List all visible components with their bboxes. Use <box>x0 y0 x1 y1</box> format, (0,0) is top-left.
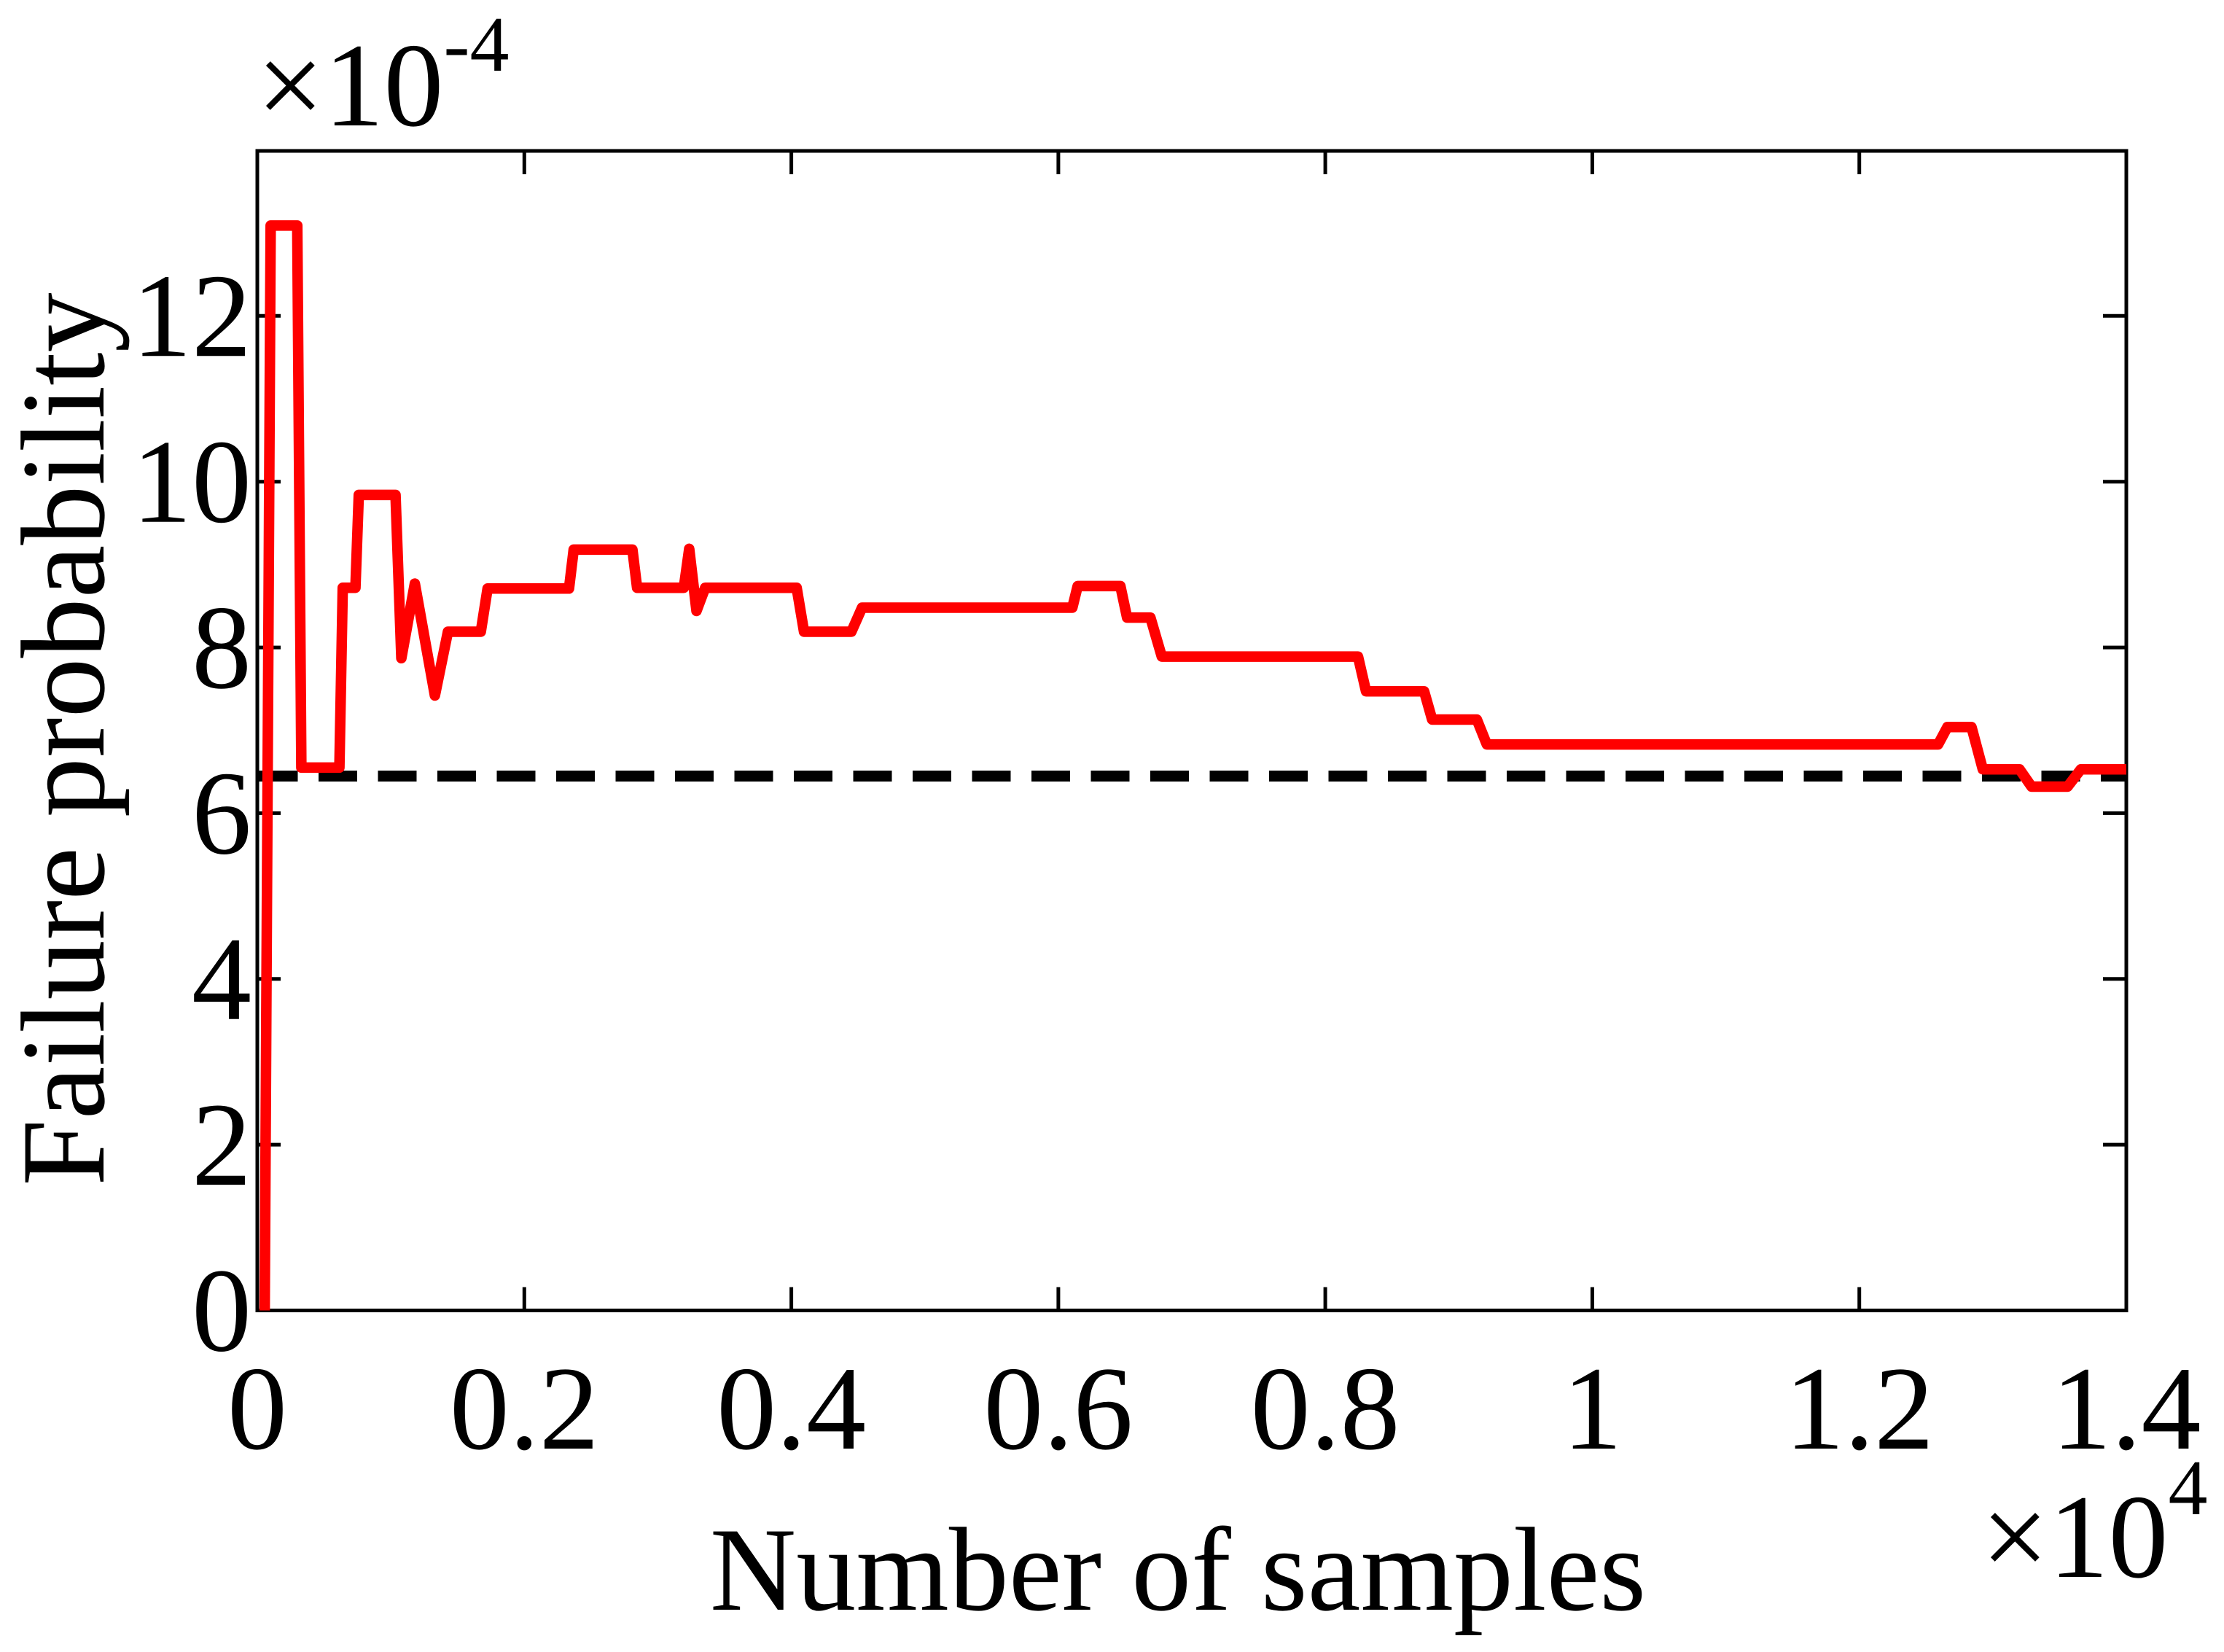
svg-text:0.4: 0.4 <box>717 1343 866 1475</box>
svg-text:Number of samples: Number of samples <box>710 1504 1646 1636</box>
svg-text:0.6: 0.6 <box>983 1343 1133 1475</box>
svg-text:10: 10 <box>132 416 251 548</box>
svg-text:2: 2 <box>192 1079 251 1211</box>
svg-text:1.4: 1.4 <box>2052 1343 2201 1475</box>
svg-text:0: 0 <box>227 1343 287 1475</box>
svg-text:0.2: 0.2 <box>450 1343 599 1475</box>
svg-text:Failure probability: Failure probability <box>0 292 130 1185</box>
svg-text:4: 4 <box>192 913 251 1045</box>
svg-text:8: 8 <box>192 582 251 714</box>
svg-text:6: 6 <box>192 747 251 879</box>
svg-text:0.8: 0.8 <box>1251 1343 1400 1475</box>
svg-text:1.2: 1.2 <box>1784 1343 1934 1475</box>
svg-text:1: 1 <box>1562 1343 1622 1475</box>
svg-text:12: 12 <box>132 250 251 382</box>
svg-text:0: 0 <box>192 1245 251 1377</box>
